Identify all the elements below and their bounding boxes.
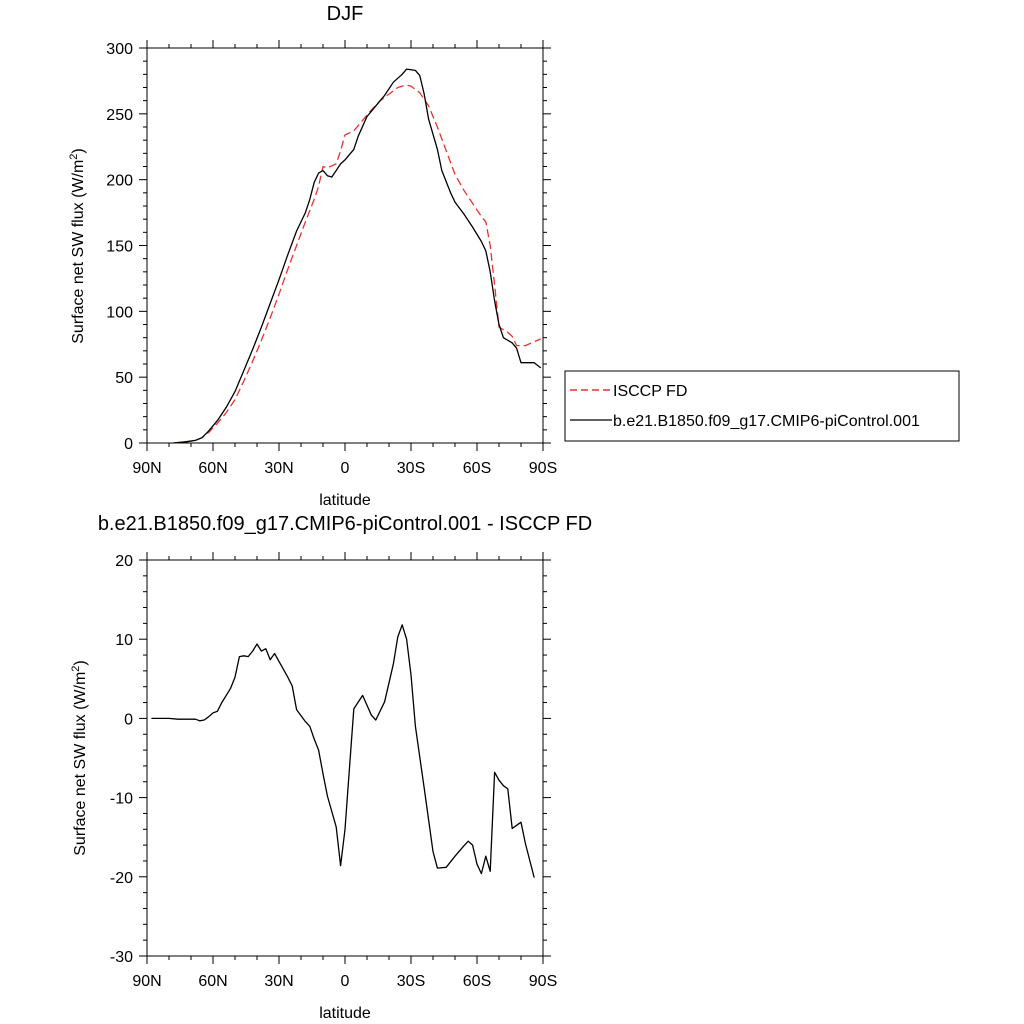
top-xtick-label: 0 — [341, 460, 350, 477]
bottom-ytick-label: 10 — [115, 632, 133, 649]
bottom-xtick-label: 30S — [397, 973, 425, 990]
top-chart-legend: ISCCP FD b.e21.B1850.f09_g17.CMIP6-piCon… — [564, 370, 960, 442]
top-series-line-0 — [173, 84, 542, 444]
legend-label-model: b.e21.B1850.f09_g17.CMIP6-piControl.001 — [613, 413, 920, 430]
bottom-chart-series — [151, 624, 535, 878]
bottom-ytick-label: -20 — [110, 870, 133, 887]
bottom-chart-xlabel: latitude — [319, 1005, 371, 1022]
top-series-line-1 — [173, 68, 542, 444]
bottom-xtick-label: 30N — [264, 973, 293, 990]
bottom-chart-ylabel: Surface net SW flux (W/m2) — [70, 660, 89, 856]
bottom-chart-title: b.e21.B1850.f09_g17.CMIP6-piControl.001 … — [98, 513, 592, 535]
top-chart-axes: 0 50 100 150 200 250 300 90N 60N 30N 0 30S 60S 90S — [106, 40, 557, 477]
bottom-xtick-label: 60S — [463, 973, 491, 990]
top-xtick-label: 30N — [264, 460, 293, 477]
bottom-ytick-label: -10 — [110, 791, 133, 808]
top-xtick-label: 60N — [198, 460, 227, 477]
top-ytick-label: 0 — [124, 436, 133, 453]
top-chart-xlabel: latitude — [319, 492, 371, 509]
bottom-xtick-label: 90N — [132, 973, 161, 990]
top-chart-ylabel: Surface net SW flux (W/m2) — [68, 148, 87, 344]
bottom-ytick-label: 0 — [124, 711, 133, 728]
bottom-chart-axes: -30 -20 -10 0 10 20 90N 60N 30N 0 30S 60S 90S — [110, 552, 557, 990]
bottom-ytick-label: 20 — [115, 553, 133, 570]
top-ytick-label: 300 — [106, 41, 133, 58]
top-ytick-label: 50 — [115, 370, 133, 387]
bottom-chart-panel: b.e21.B1850.f09_g17.CMIP6-piControl.001 … — [70, 513, 592, 1022]
bottom-xtick-label: 90S — [529, 973, 557, 990]
top-xtick-label: 60S — [463, 460, 491, 477]
top-ytick-label: 100 — [106, 304, 133, 321]
top-xtick-label: 90N — [132, 460, 161, 477]
bottom-xtick-label: 60N — [198, 973, 227, 990]
top-xtick-label: 30S — [397, 460, 425, 477]
legend-label-isccp: ISCCP FD — [613, 383, 687, 400]
top-chart-series — [173, 68, 542, 444]
bottom-series-line-0 — [151, 624, 535, 878]
top-ytick-label: 250 — [106, 107, 133, 124]
top-chart-panel: DJF 0 50 100 150 200 250 300 90N 60N 30N 0 30S 60S 90… — [68, 3, 557, 509]
bottom-xtick-label: 0 — [341, 973, 350, 990]
top-xtick-label: 90S — [529, 460, 557, 477]
top-ytick-label: 150 — [106, 239, 133, 256]
top-chart-title: DJF — [327, 3, 364, 25]
bottom-ytick-label: -30 — [110, 949, 133, 966]
bottom-plot-frame — [146, 559, 544, 957]
legend-box — [564, 370, 960, 442]
top-ytick-label: 200 — [106, 173, 133, 190]
